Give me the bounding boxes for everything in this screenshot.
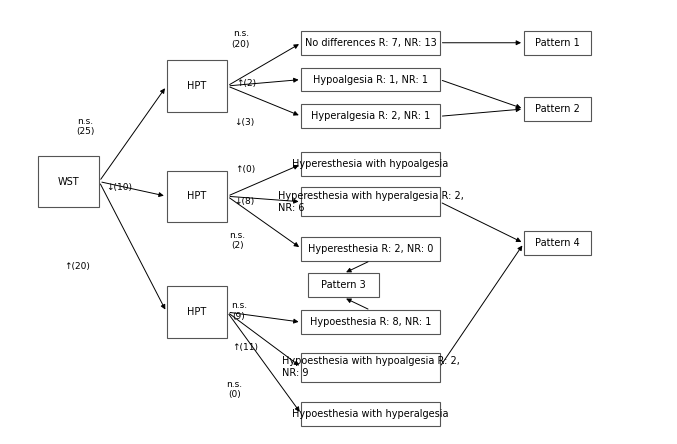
- FancyBboxPatch shape: [167, 286, 227, 338]
- Text: HPT: HPT: [188, 307, 206, 317]
- FancyBboxPatch shape: [301, 353, 439, 382]
- FancyBboxPatch shape: [524, 231, 591, 255]
- FancyBboxPatch shape: [301, 187, 439, 217]
- Text: ↑(2): ↑(2): [236, 79, 256, 88]
- Text: Hypoalgesia R: 1, NR: 1: Hypoalgesia R: 1, NR: 1: [313, 75, 428, 84]
- Text: ↓(10): ↓(10): [106, 183, 133, 192]
- Text: n.s.
(25): n.s. (25): [77, 117, 95, 136]
- FancyBboxPatch shape: [308, 274, 379, 297]
- Text: Hyperalgesia R: 2, NR: 1: Hyperalgesia R: 2, NR: 1: [311, 111, 430, 121]
- Text: Hyperesthesia R: 2, NR: 0: Hyperesthesia R: 2, NR: 0: [308, 244, 433, 254]
- Text: n.s.
(2): n.s. (2): [230, 231, 246, 250]
- Text: Pattern 2: Pattern 2: [536, 104, 580, 114]
- Text: n.s.
(9): n.s. (9): [231, 301, 247, 321]
- FancyBboxPatch shape: [167, 60, 227, 112]
- FancyBboxPatch shape: [301, 152, 439, 176]
- Text: Hypoesthesia R: 8, NR: 1: Hypoesthesia R: 8, NR: 1: [310, 317, 431, 327]
- Text: No differences R: 7, NR: 13: No differences R: 7, NR: 13: [305, 38, 437, 48]
- Text: ↓(8): ↓(8): [234, 197, 255, 206]
- Text: n.s.
(20): n.s. (20): [232, 29, 250, 48]
- FancyBboxPatch shape: [39, 156, 99, 207]
- Text: Hyperesthesia with hypoalgesia: Hyperesthesia with hypoalgesia: [292, 159, 449, 169]
- FancyBboxPatch shape: [301, 31, 439, 55]
- Text: WST: WST: [58, 177, 80, 186]
- Text: Pattern 3: Pattern 3: [321, 281, 366, 290]
- Text: ↓(3): ↓(3): [234, 118, 255, 127]
- FancyBboxPatch shape: [301, 310, 439, 334]
- Text: Pattern 4: Pattern 4: [536, 238, 580, 248]
- Text: HPT: HPT: [188, 81, 206, 91]
- Text: ↑(11): ↑(11): [232, 343, 259, 352]
- FancyBboxPatch shape: [301, 237, 439, 261]
- Text: ↑(0): ↑(0): [236, 165, 256, 174]
- FancyBboxPatch shape: [301, 402, 439, 426]
- Text: Hyperesthesia with hyperalgesia R: 2,
NR: 6: Hyperesthesia with hyperalgesia R: 2, NR…: [278, 191, 464, 213]
- Text: n.s.
(0): n.s. (0): [227, 380, 243, 399]
- FancyBboxPatch shape: [524, 97, 591, 121]
- FancyBboxPatch shape: [524, 31, 591, 55]
- Text: HPT: HPT: [188, 191, 206, 201]
- Text: Hypoesthesia with hypoalgesia R: 2,
NR: 9: Hypoesthesia with hypoalgesia R: 2, NR: …: [282, 357, 460, 378]
- FancyBboxPatch shape: [301, 104, 439, 128]
- FancyBboxPatch shape: [301, 67, 439, 91]
- FancyBboxPatch shape: [167, 170, 227, 222]
- Text: ↑(20): ↑(20): [64, 262, 91, 271]
- Text: Pattern 1: Pattern 1: [536, 38, 580, 48]
- Text: Hypoesthesia with hyperalgesia: Hypoesthesia with hyperalgesia: [292, 409, 449, 419]
